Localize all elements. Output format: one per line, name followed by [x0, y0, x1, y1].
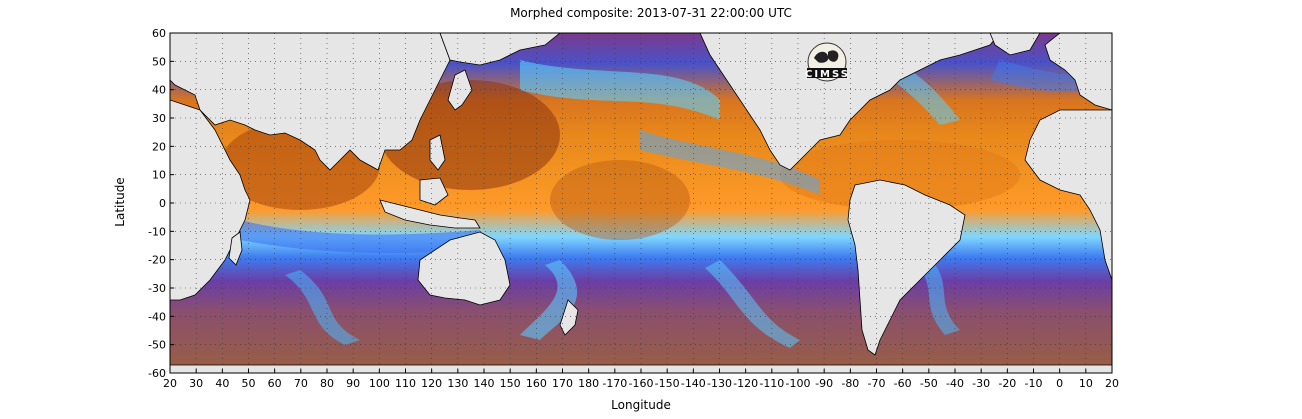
y-axis-ticks: 60 50 40 30 20 10 0 -10 -20 -30 -40 -50 -60	[148, 27, 174, 380]
x-tick-label: 50	[242, 377, 256, 390]
map-title: Morphed composite: 2013-07-31 22:00:00 U…	[510, 6, 792, 20]
x-tick-label: 90	[346, 377, 360, 390]
greenland-landmass	[989, 33, 1041, 56]
y-tick-label: -10	[148, 225, 166, 238]
x-tick-label: 180	[578, 377, 599, 390]
x-tick-label: -70	[868, 377, 886, 390]
madagascar-landmass	[228, 231, 243, 266]
australia-landmass	[417, 231, 511, 306]
europe-landmass	[1044, 33, 1112, 111]
y-tick-label: 30	[152, 112, 166, 125]
ocean-field	[170, 33, 1112, 373]
x-tick-label: 100	[369, 377, 390, 390]
x-tick-label: 150	[500, 377, 521, 390]
y-tick-label: 10	[152, 169, 166, 182]
x-tick-label: 140	[474, 377, 495, 390]
x-tick-label: 120	[421, 377, 442, 390]
y-axis-label: Latitude	[113, 177, 127, 227]
x-tick-label: -90	[815, 377, 833, 390]
eurasia-landmass	[170, 33, 451, 171]
x-tick-label: 0	[1056, 377, 1063, 390]
west-africa-landmass	[1024, 109, 1112, 281]
y-tick-label: 20	[152, 140, 166, 153]
north-america-landmass	[699, 33, 1001, 171]
x-tick-label: -120	[733, 377, 758, 390]
x-tick-label: -100	[786, 377, 811, 390]
x-tick-label: 40	[215, 377, 229, 390]
x-tick-label: -40	[946, 377, 964, 390]
x-tick-label: -60	[894, 377, 912, 390]
japan-landmass	[447, 69, 473, 111]
x-tick-label: -10	[1025, 377, 1043, 390]
grid-lines	[170, 33, 1112, 373]
x-tick-label: -50	[920, 377, 938, 390]
x-tick-label: 20	[1105, 377, 1119, 390]
y-tick-label: -20	[148, 254, 166, 267]
x-tick-label: -20	[998, 377, 1016, 390]
x-tick-label: -170	[602, 377, 627, 390]
x-tick-label: -160	[629, 377, 654, 390]
south-america-landmass	[847, 179, 966, 356]
x-tick-label: 130	[447, 377, 468, 390]
x-tick-label: 60	[268, 377, 282, 390]
x-tick-label: -130	[707, 377, 732, 390]
new-zealand-landmass	[559, 299, 579, 336]
y-tick-label: -50	[148, 339, 166, 352]
x-tick-label: 80	[320, 377, 334, 390]
x-tick-label: 20	[163, 377, 177, 390]
x-tick-label: -150	[655, 377, 680, 390]
cimss-logo	[807, 42, 847, 82]
philippines-landmass	[429, 134, 446, 171]
x-tick-label: -110	[759, 377, 784, 390]
x-axis-ticks: 20 30 40 50 60 70 80 90 100 110 120 130 140 150 160 170…	[163, 369, 1119, 390]
borneo-landmass	[419, 177, 449, 206]
x-tick-label: 70	[294, 377, 308, 390]
y-tick-label: -30	[148, 282, 166, 295]
indonesia-landmass	[379, 199, 481, 229]
y-tick-label: -60	[148, 367, 166, 380]
y-tick-label: 50	[152, 55, 166, 68]
cimss-logo-text: CIMSS	[805, 69, 850, 80]
x-tick-label: -80	[841, 377, 859, 390]
x-tick-label: 170	[552, 377, 573, 390]
x-tick-label: -30	[972, 377, 990, 390]
x-tick-label: 30	[189, 377, 203, 390]
ne-asia-landmass	[439, 33, 561, 66]
y-tick-label: -40	[148, 310, 166, 323]
x-tick-label: 160	[526, 377, 547, 390]
x-tick-label: 10	[1079, 377, 1093, 390]
x-tick-label: -140	[681, 377, 706, 390]
y-tick-label: 0	[159, 197, 166, 210]
x-tick-label: 110	[395, 377, 416, 390]
y-tick-label: 60	[152, 27, 166, 40]
y-tick-label: 40	[152, 84, 166, 97]
x-axis-label: Longitude	[611, 398, 671, 412]
